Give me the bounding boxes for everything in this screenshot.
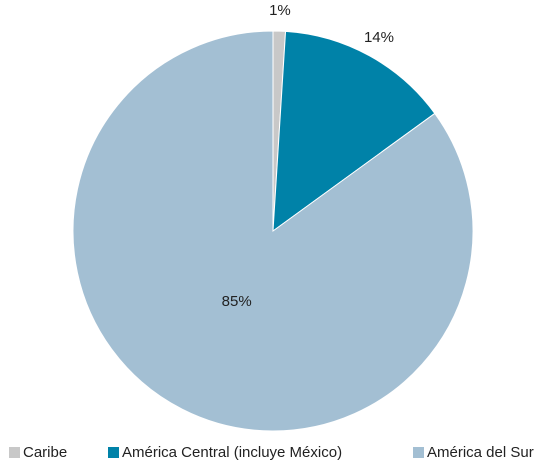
legend-label: Caribe [23, 444, 67, 460]
pie-slice [72, 30, 474, 432]
legend-swatch [9, 447, 20, 458]
data-label: 85% [222, 293, 252, 310]
legend-label: América del Sur [427, 444, 534, 460]
data-label: 14% [364, 29, 394, 46]
pie-slice [272, 30, 436, 233]
legend-label: América Central (incluye México) [122, 444, 342, 460]
legend-swatch [108, 447, 119, 458]
legend-swatch [413, 447, 424, 458]
data-label: 1% [269, 2, 291, 19]
